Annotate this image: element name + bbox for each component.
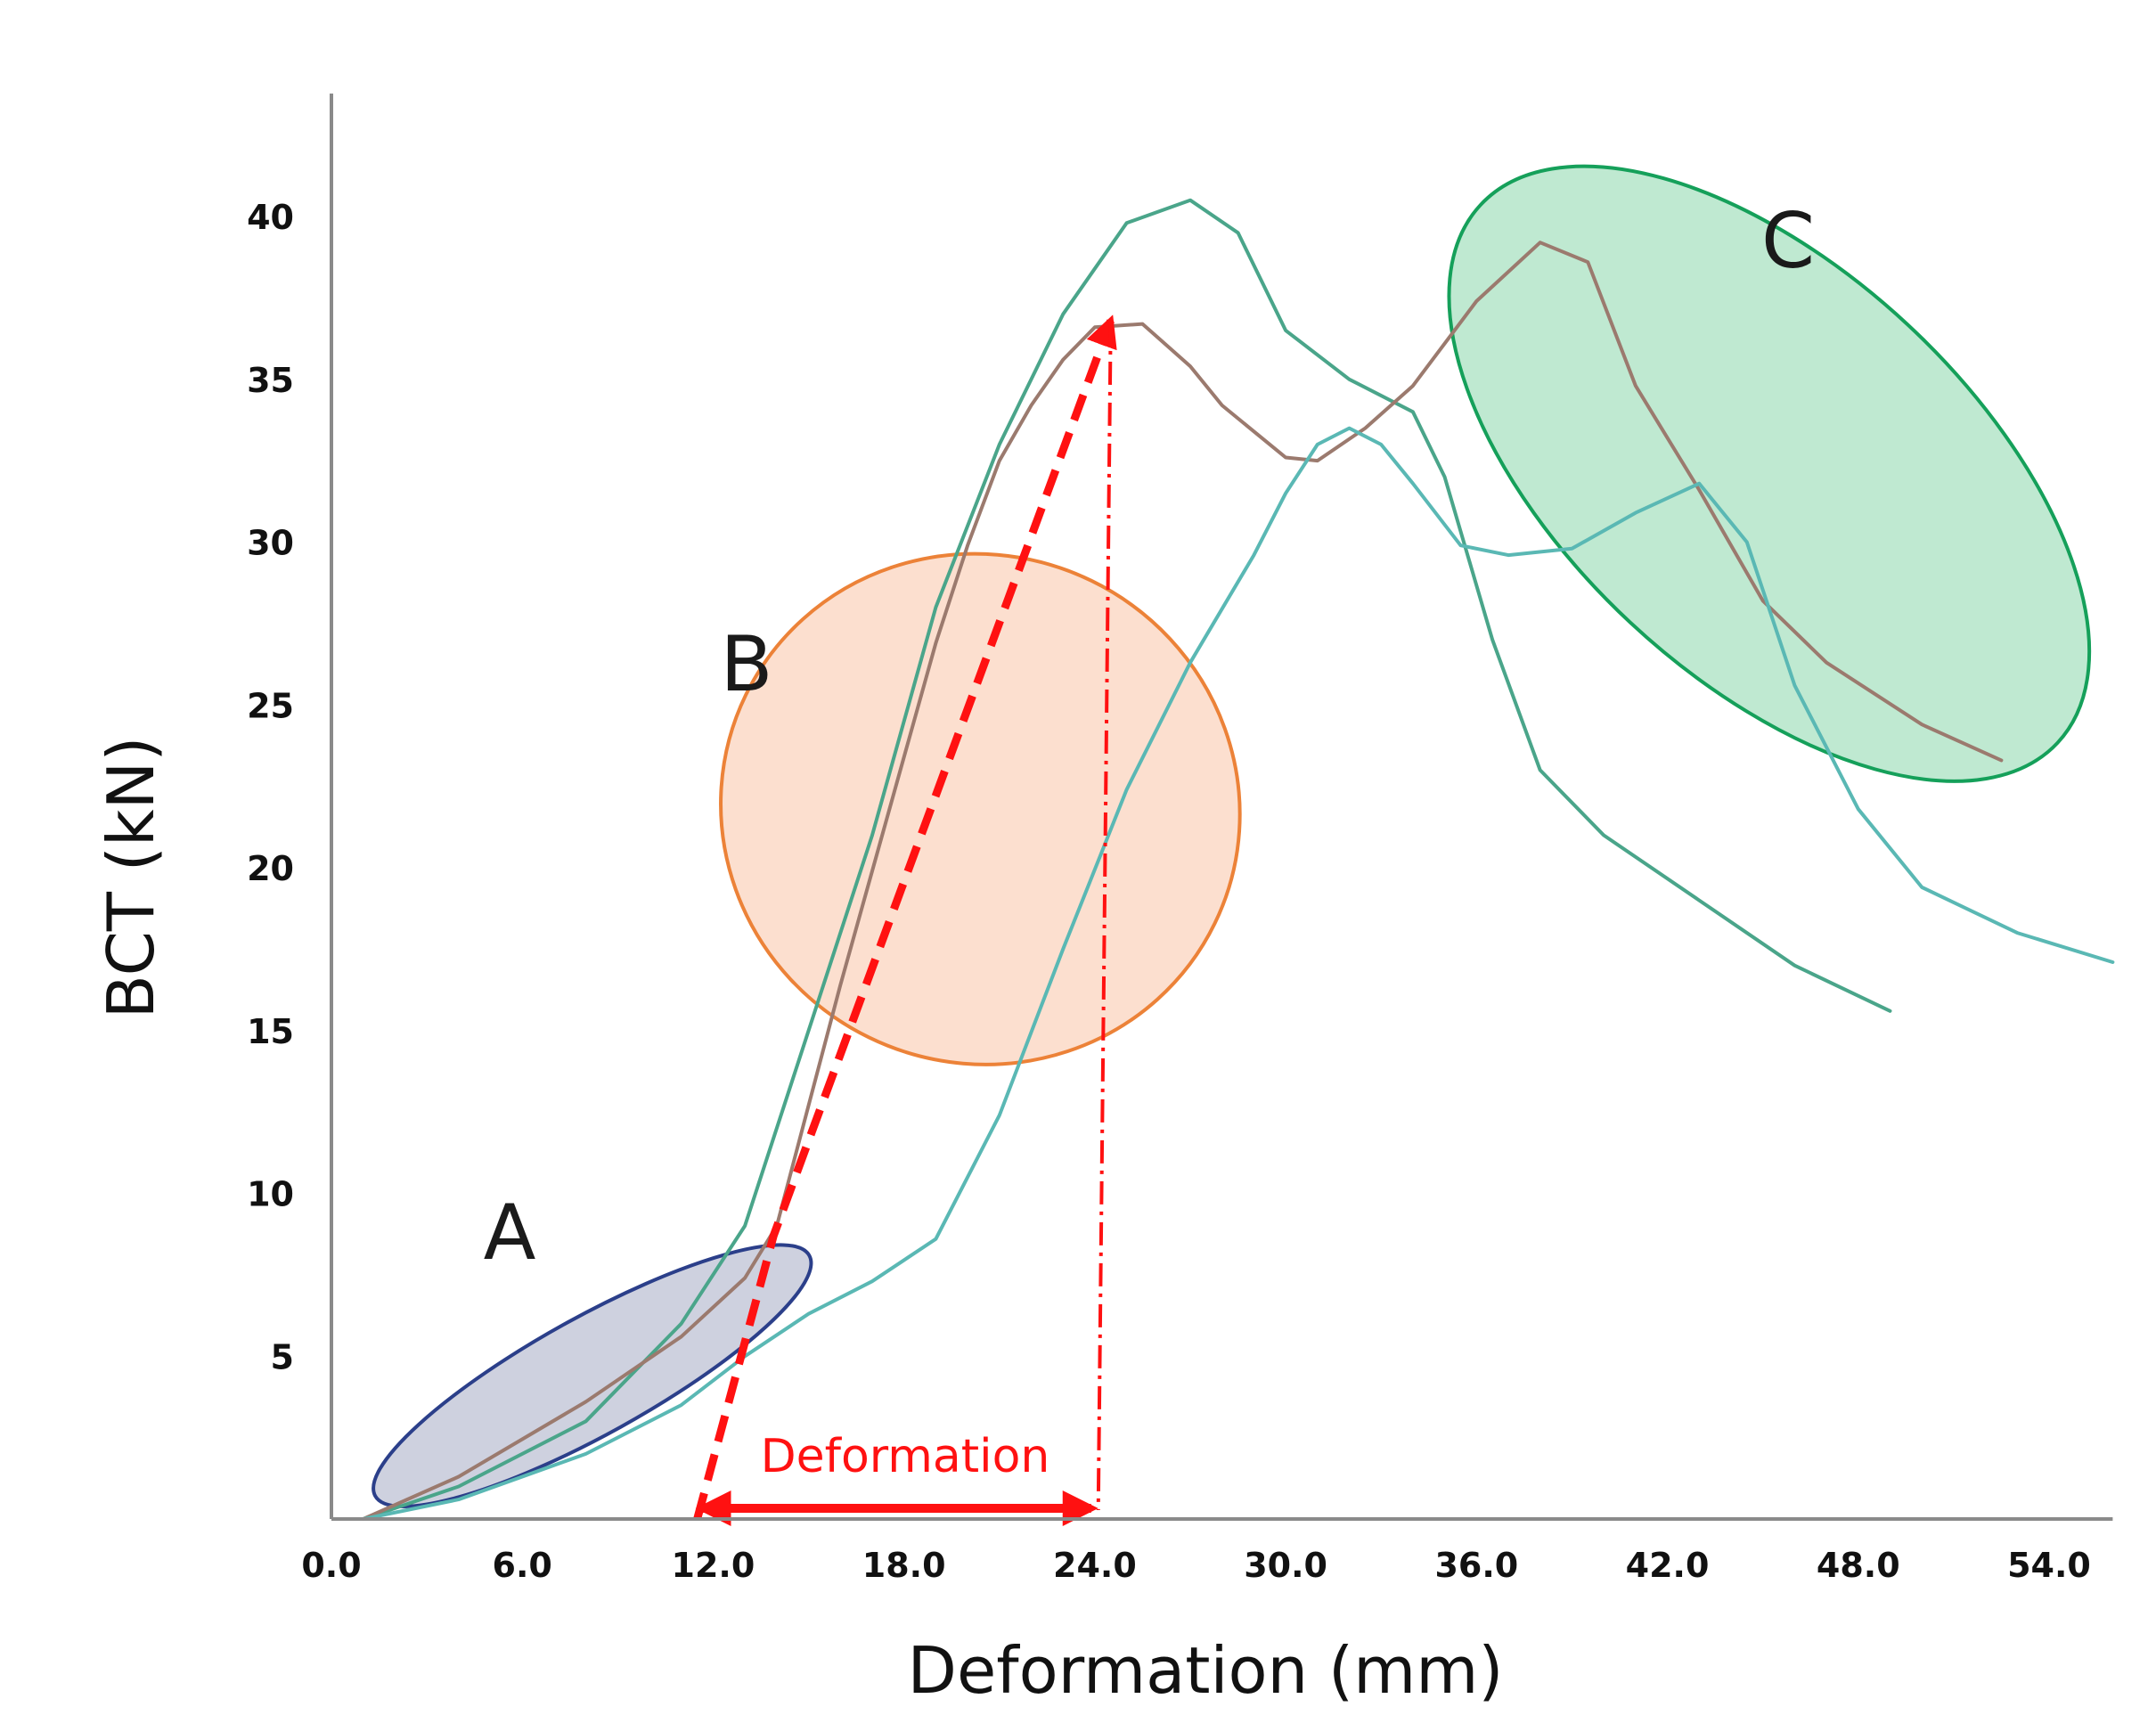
- x-tick-label: 12.0: [672, 1546, 755, 1585]
- y-tick-label: 5: [271, 1337, 294, 1376]
- deformation-annotation: [693, 314, 1117, 1526]
- x-tick-label: 54.0: [2007, 1546, 2091, 1585]
- curve-teal-line: [361, 426, 2115, 1521]
- region-label-c: C: [1761, 197, 1815, 286]
- secant-dashed-line: [693, 314, 1117, 1521]
- y-tick-label: 25: [247, 686, 294, 725]
- curve-green-line: [361, 198, 1892, 1521]
- region-ellipse-c: [1447, 164, 2092, 783]
- y-axis-ticks: 5 10 15 20 25 30 35 40: [247, 198, 294, 1376]
- region-label-b: B: [721, 620, 773, 709]
- x-axis-ticks: 0.0 6.0 12.0 18.0 24.0 30.0 36.0 42.0 48.0 54.0: [301, 1546, 2091, 1585]
- y-tick-label: 10: [247, 1175, 294, 1214]
- x-tick-label: 48.0: [1817, 1546, 1900, 1585]
- y-tick-label: 30: [247, 524, 294, 563]
- x-tick-label: 36.0: [1434, 1546, 1518, 1585]
- y-axis-title: BCT (kN): [94, 736, 168, 1018]
- x-tick-label: 24.0: [1053, 1546, 1137, 1585]
- region-ellipse-a: [372, 1243, 813, 1508]
- deformation-annotation-label: Deformation: [761, 1430, 1050, 1483]
- y-tick-label: 15: [247, 1012, 294, 1051]
- region-ellipses: [372, 164, 2092, 1508]
- y-tick-label: 40: [247, 198, 294, 237]
- region-label-a: A: [484, 1188, 536, 1278]
- x-axis-title: Deformation (mm): [908, 1633, 1504, 1708]
- x-tick-label: 6.0: [493, 1546, 552, 1585]
- peak-drop-line: [1096, 320, 1113, 1511]
- x-tick-label: 0.0: [301, 1546, 361, 1585]
- y-tick-label: 20: [247, 849, 294, 888]
- region-ellipse-b: [719, 551, 1242, 1066]
- x-tick-label: 30.0: [1244, 1546, 1327, 1585]
- x-tick-label: 42.0: [1626, 1546, 1710, 1585]
- x-tick-label: 18.0: [862, 1546, 946, 1585]
- y-tick-label: 35: [247, 361, 294, 400]
